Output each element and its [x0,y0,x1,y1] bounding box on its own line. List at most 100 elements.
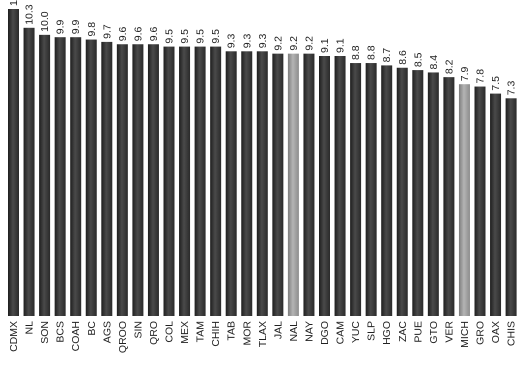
value-label-tab: 9.3 [226,34,238,49]
bar-dgo [319,56,330,316]
bar-tab [225,51,237,317]
category-label-cdmx: CDMX [8,321,20,352]
value-label-chih: 9.5 [210,29,222,44]
category-labels-group: CDMX NL SON BCS COAH BC AGS QROO SIN QRO COL MEX TAM… [8,321,518,354]
category-label-tlax: TLAX [257,321,269,347]
bar-nay [303,53,315,317]
value-label-son: 10.0 [39,11,51,32]
value-label-qro: 9.6 [148,26,160,41]
value-label-mor: 9.3 [241,34,253,49]
bar-tam [194,46,206,316]
category-label-tab: TAB [226,321,238,341]
value-label-bc: 9.8 [86,22,98,37]
value-label-ags: 9.7 [101,24,113,39]
category-label-nay: NAY [303,321,315,342]
category-label-tam: TAM [195,321,207,342]
category-label-mex: MEX [179,321,191,344]
bar-hgo [381,65,393,317]
category-label-sin: SIN [132,321,144,339]
category-label-bc: BC [86,321,98,336]
bar-cdmx [8,9,19,316]
bar-qroo [116,44,128,316]
category-label-nal: NAL [288,321,300,342]
value-label-mex: 9.5 [179,29,191,44]
value-label-col: 9.5 [164,29,176,44]
value-label-zac: 8.6 [397,50,409,65]
bar-slp [365,63,377,316]
value-label-cdmx: 11.1 [8,0,20,6]
category-label-son: SON [39,321,51,344]
bar-mich [458,84,470,316]
bar-ags [101,41,113,317]
category-label-oax: OAX [490,321,502,343]
category-label-col: COL [164,321,176,343]
category-label-gro: GRO [475,321,487,345]
value-label-cam: 9.1 [335,38,347,53]
category-label-yuc: YUC [350,321,362,344]
value-label-bcs: 9.9 [55,19,67,34]
bar-zac [396,67,408,316]
bar-pue [412,70,424,316]
value-label-nal: 9.2 [288,36,300,51]
value-label-pue: 8.5 [412,52,424,67]
value-label-sin: 9.6 [132,26,144,41]
category-label-hgo: HGO [381,321,393,345]
bar-col [163,46,175,316]
bar-cam [334,56,346,316]
category-label-cam: CAM [335,321,347,344]
value-label-gto: 8.4 [428,55,440,70]
value-label-yuc: 8.8 [350,45,362,60]
value-label-hgo: 8.7 [381,48,393,63]
bar-oax [490,93,502,316]
bar-gto [427,72,439,316]
category-label-ags: AGS [101,321,113,343]
value-label-slp: 8.8 [366,45,378,60]
bar-nl [23,27,35,317]
category-label-zac: ZAC [397,321,409,342]
value-label-coah: 9.9 [70,19,82,34]
category-label-chis: CHIS [506,321,518,346]
value-label-dgo: 9.1 [319,38,331,53]
bar-coah [70,37,82,316]
bar-jal [272,53,284,317]
category-label-dgo: DGO [319,321,331,345]
category-label-qro: QRO [148,321,160,345]
bar-chis [505,98,517,316]
bar-sin [132,44,144,316]
bar-son [39,34,51,316]
category-label-pue: PUE [412,321,424,343]
bar-qro [147,44,159,316]
value-label-nl: 10.3 [24,4,36,25]
value-label-ver: 8.2 [443,59,455,74]
category-label-bcs: BCS [55,321,67,343]
value-label-oax: 7.5 [490,76,502,91]
value-label-tam: 9.5 [195,29,207,44]
bar-mex [179,46,191,316]
bar-ver [443,77,455,317]
category-label-chih: CHIH [210,321,222,347]
category-label-slp: SLP [366,321,378,341]
category-label-coah: COAH [70,321,82,351]
bar-bc [85,39,97,317]
value-label-mich: 7.9 [459,66,471,81]
bar-tlax [256,51,268,317]
value-label-tlax: 9.3 [257,34,269,49]
category-label-qroo: QROO [117,321,129,353]
bar-nal [287,53,299,317]
value-label-chis: 7.3 [506,81,518,96]
bars-group [8,9,517,317]
category-label-mich: MICH [459,321,471,348]
value-label-qroo: 9.6 [117,26,129,41]
value-label-jal: 9.2 [272,36,284,51]
value-label-gro: 7.8 [475,69,487,84]
bar-gro [474,86,486,316]
bar-chih [210,46,222,316]
category-label-jal: JAL [272,321,284,339]
category-label-ver: VER [443,321,455,343]
category-label-nl: NL [24,321,36,335]
bar-yuc [350,63,362,316]
bar-mor [241,51,253,317]
category-label-gto: GTO [428,321,440,344]
value-label-nay: 9.2 [303,36,315,51]
